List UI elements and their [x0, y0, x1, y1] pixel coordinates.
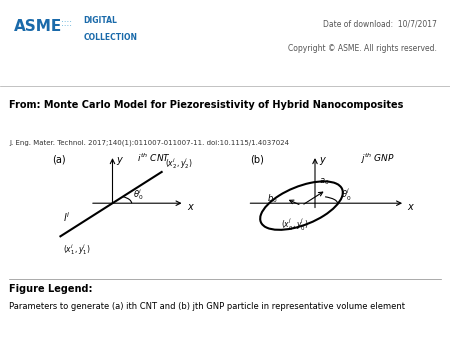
Text: $\theta_0^j$: $\theta_0^j$: [341, 187, 351, 203]
Text: From: Monte Carlo Model for Piezoresistivity of Hybrid Nanocomposites: From: Monte Carlo Model for Piezoresisti…: [9, 100, 403, 111]
Text: $(x_1^i, y_1^i)$: $(x_1^i, y_1^i)$: [63, 242, 90, 257]
Text: $(x_2^i, y_2^i)$: $(x_2^i, y_2^i)$: [165, 156, 193, 171]
Text: COLLECTION: COLLECTION: [83, 33, 137, 42]
Text: DIGITAL: DIGITAL: [83, 16, 117, 25]
Text: $a_0$: $a_0$: [319, 176, 329, 187]
Text: Copyright © ASME. All rights reserved.: Copyright © ASME. All rights reserved.: [288, 44, 436, 53]
Text: $(x_0^j, y_0^j)$: $(x_0^j, y_0^j)$: [281, 216, 309, 233]
Text: $b_0$: $b_0$: [267, 192, 278, 205]
Text: $l^i$: $l^i$: [63, 211, 71, 224]
Text: ASME: ASME: [14, 19, 62, 34]
Text: $x$: $x$: [407, 202, 415, 212]
Text: (a): (a): [52, 154, 65, 164]
Text: $\theta_0^i$: $\theta_0^i$: [133, 187, 143, 202]
Text: $i^{th}$ CNT: $i^{th}$ CNT: [137, 152, 171, 164]
Text: $y$: $y$: [116, 155, 124, 167]
Text: $x$: $x$: [187, 202, 195, 212]
Text: Date of download:  10/7/2017: Date of download: 10/7/2017: [323, 19, 436, 28]
Text: Parameters to generate (a) ith CNT and (b) jth GNP particle in representative vo: Parameters to generate (a) ith CNT and (…: [9, 302, 405, 311]
Text: $j^{th}$ GNP: $j^{th}$ GNP: [360, 152, 395, 166]
Text: $y$: $y$: [319, 155, 327, 167]
Text: Figure Legend:: Figure Legend:: [9, 284, 93, 294]
Text: ::::: ::::: [61, 19, 72, 28]
Text: (b): (b): [250, 154, 264, 164]
Text: J. Eng. Mater. Technol. 2017;140(1):011007-011007-11. doi:10.1115/1.4037024: J. Eng. Mater. Technol. 2017;140(1):0110…: [9, 139, 289, 146]
